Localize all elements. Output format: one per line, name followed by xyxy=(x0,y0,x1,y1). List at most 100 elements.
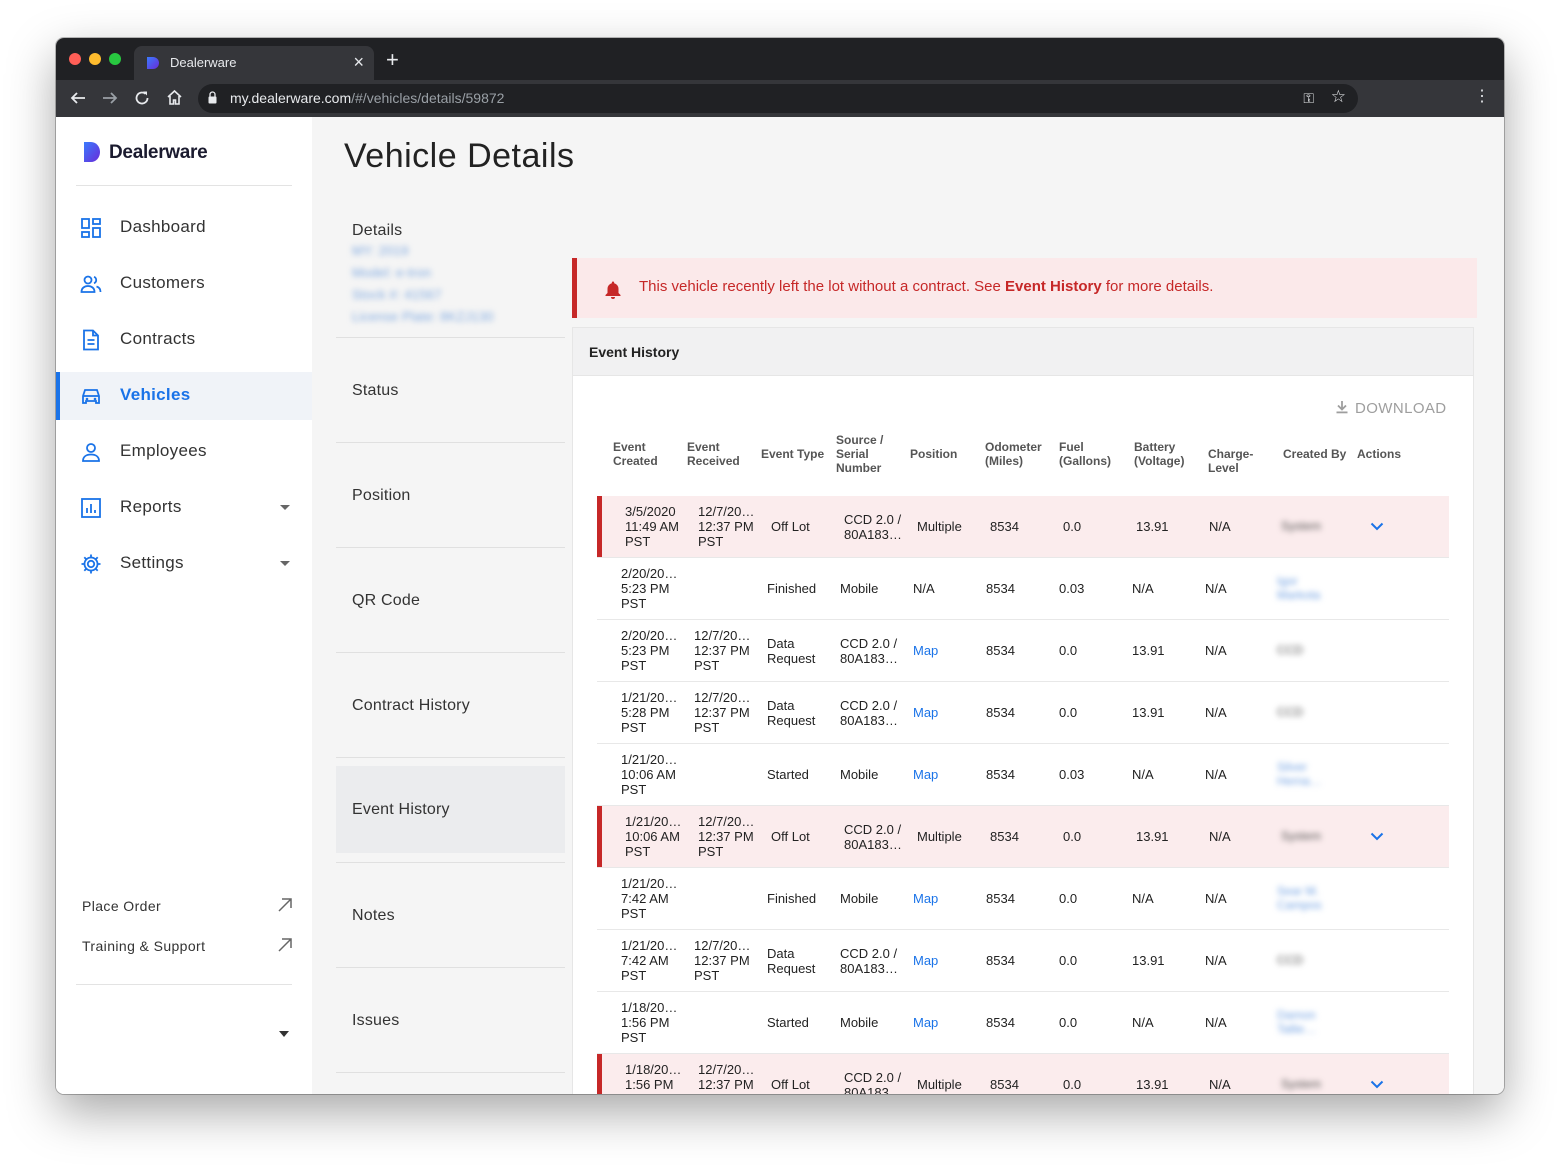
cell-event-type: Off Lot xyxy=(771,829,810,844)
subnav-label: Status xyxy=(352,382,399,399)
sidebar-item-customers[interactable]: Customers xyxy=(56,260,312,308)
cell-event-created: 7:42 AM xyxy=(621,953,669,968)
address-bar[interactable]: my.dealerware.com/#/vehicles/details/598… xyxy=(198,84,1358,113)
sidebar-item-settings[interactable]: Settings xyxy=(56,540,312,588)
table-row[interactable]: 1/18/20… 1:56 PM PST Started Mobile Map 8534 0.… xyxy=(597,992,1449,1054)
subnav-contract-history[interactable]: Contract History xyxy=(336,653,565,757)
cell-battery: N/A xyxy=(1132,767,1154,782)
cell-position: Multiple xyxy=(917,829,962,844)
cell-event-created: PST xyxy=(625,534,651,549)
browser-tab[interactable]: Dealerware × xyxy=(134,46,374,80)
bookmark-star-icon[interactable]: ☆ xyxy=(1330,87,1346,106)
key-icon[interactable]: ⚿ xyxy=(1303,90,1314,106)
cell-event-created: 7:42 AM xyxy=(621,891,669,906)
subnav-divider xyxy=(336,337,565,338)
reload-icon[interactable] xyxy=(134,90,150,106)
external-link-icon[interactable] xyxy=(278,898,292,912)
forward-icon[interactable] xyxy=(102,90,118,106)
cell-odometer: 8534 xyxy=(990,519,1019,534)
cell-charge-level: N/A xyxy=(1205,953,1227,968)
browser-menu-icon[interactable]: ⋮ xyxy=(1474,88,1490,105)
external-link-icon[interactable] xyxy=(278,938,292,952)
map-link[interactable]: Map xyxy=(913,705,939,720)
th-charge-level: Charge-Level xyxy=(1208,447,1254,475)
expand-chevron-icon[interactable] xyxy=(1370,1080,1384,1089)
map-link[interactable]: Map xyxy=(913,643,939,658)
subnav-status[interactable]: Status xyxy=(336,338,565,442)
cell-source: 80A183… xyxy=(844,837,902,852)
account-chevron-down-icon[interactable] xyxy=(279,1031,289,1037)
cell-source: Mobile xyxy=(840,767,879,782)
table-row-alert[interactable]: 1/21/20… 10:06 AM PST 12/7/20… 12:37 PM PST Of… xyxy=(597,806,1449,868)
close-tab-icon[interactable]: × xyxy=(353,52,364,72)
cell-event-received: 12:37 PM xyxy=(698,829,754,844)
table-row[interactable]: 1/21/20… 7:42 AM PST Finished Mobile Map 8534 0… xyxy=(597,868,1449,930)
subnav-notes[interactable]: Notes xyxy=(336,863,565,967)
subnav-issues[interactable]: Issues xyxy=(336,968,565,1072)
chevron-down-icon[interactable] xyxy=(280,561,290,566)
place-order-link[interactable]: Place Order xyxy=(82,898,162,914)
cell-fuel: 0.0 xyxy=(1063,829,1082,844)
home-icon[interactable] xyxy=(166,89,183,106)
cell-created-by[interactable]: Sear M. Campos xyxy=(1277,884,1322,912)
cell-event-created: 10:06 AM xyxy=(621,767,676,782)
cell-event-type: Request xyxy=(767,961,816,976)
expand-chevron-icon[interactable] xyxy=(1370,832,1384,841)
back-icon[interactable] xyxy=(70,90,86,106)
new-tab-icon[interactable]: + xyxy=(386,47,399,72)
subnav-label: Contract History xyxy=(352,697,470,714)
url-text: my.dealerware.com/#/vehicles/details/598… xyxy=(230,90,504,106)
cell-source: CCD 2.0 / xyxy=(840,946,898,961)
maximize-window-button[interactable] xyxy=(109,53,121,65)
cell-created-by: System xyxy=(1281,519,1322,533)
cell-created-by[interactable]: Igor Markota xyxy=(1277,574,1321,602)
subnav-label: QR Code xyxy=(352,592,421,609)
download-button[interactable]: DOWNLOAD xyxy=(1335,400,1447,417)
dealerware-favicon-icon xyxy=(147,57,159,69)
expand-chevron-icon[interactable] xyxy=(1370,522,1384,531)
table-row[interactable]: 2/20/20… 5:23 PM PST 12/7/20… 12:37 PM PST Dat… xyxy=(597,620,1449,682)
alert-event-history-link[interactable]: Event History xyxy=(1005,278,1102,295)
map-link[interactable]: Map xyxy=(913,1015,939,1030)
cell-event-received: 12:37 PM xyxy=(698,1077,754,1092)
subnav-event-history[interactable]: Event History xyxy=(336,766,565,853)
cell-odometer: 8534 xyxy=(990,829,1019,844)
cell-created-by: CCD xyxy=(1277,953,1303,967)
sidebar-item-employees[interactable]: Employees xyxy=(56,428,312,476)
cell-created-by[interactable]: Silver Herna… xyxy=(1277,760,1322,788)
cell-fuel: 0.03 xyxy=(1059,581,1085,596)
map-link[interactable]: Map xyxy=(913,891,939,906)
minimize-window-button[interactable] xyxy=(89,53,101,65)
sidebar-item-dashboard[interactable]: Dashboard xyxy=(56,204,312,252)
th-position: Position xyxy=(910,447,958,461)
cell-event-received: 12/7/20… xyxy=(698,1062,755,1077)
cell-event-created: PST xyxy=(621,1030,647,1045)
chevron-down-icon[interactable] xyxy=(280,505,290,510)
map-link[interactable]: Map xyxy=(913,767,939,782)
cell-event-received: 12/7/20… xyxy=(694,938,751,953)
sidebar-item-reports[interactable]: Reports xyxy=(56,484,312,532)
cell-event-created: 1/21/20… xyxy=(621,752,678,767)
subnav-details[interactable]: Details MY: 2019 Model: e-tron Stock #: … xyxy=(336,217,565,337)
map-link[interactable]: Map xyxy=(913,953,939,968)
cell-charge-level: N/A xyxy=(1205,705,1227,720)
close-window-button[interactable] xyxy=(69,53,81,65)
table-row[interactable]: 2/20/20… 5:23 PM PST Finished Mobile N/A 8534 0… xyxy=(597,558,1449,620)
cell-fuel: 0.0 xyxy=(1059,891,1078,906)
subnav-label: Notes xyxy=(352,907,395,924)
subnav-qr-code[interactable]: QR Code xyxy=(336,548,565,652)
subnav-position[interactable]: Position xyxy=(336,443,565,547)
table-row[interactable]: 1/21/20… 7:42 AM PST 12/7/20… 12:37 PM PST Dat… xyxy=(597,930,1449,992)
training-support-link[interactable]: Training & Support xyxy=(82,938,206,954)
sidebar-item-contracts[interactable]: Contracts xyxy=(56,316,312,364)
table-row[interactable]: 1/21/20… 10:06 AM PST Started Mobile Map 8534 0… xyxy=(597,744,1449,806)
cell-source: 80A183… xyxy=(844,1085,902,1094)
cell-event-created: 5:28 PM xyxy=(621,705,670,720)
cell-created-by[interactable]: Damon Tallie… xyxy=(1277,1008,1317,1036)
table-row-alert[interactable]: 3/5/2020 11:49 AM PST 12/7/20… 12:37 PM PST Of… xyxy=(597,496,1449,558)
sidebar-item-vehicles[interactable]: Vehicles xyxy=(56,372,312,420)
vehicle-model: Model: e-tron xyxy=(352,265,432,280)
table-row[interactable]: 1/21/20… 5:28 PM PST 12/7/20… 12:37 PM PST Dat… xyxy=(597,682,1449,744)
vehicle-plate: License Plate: 8KZJ130 xyxy=(352,309,494,324)
